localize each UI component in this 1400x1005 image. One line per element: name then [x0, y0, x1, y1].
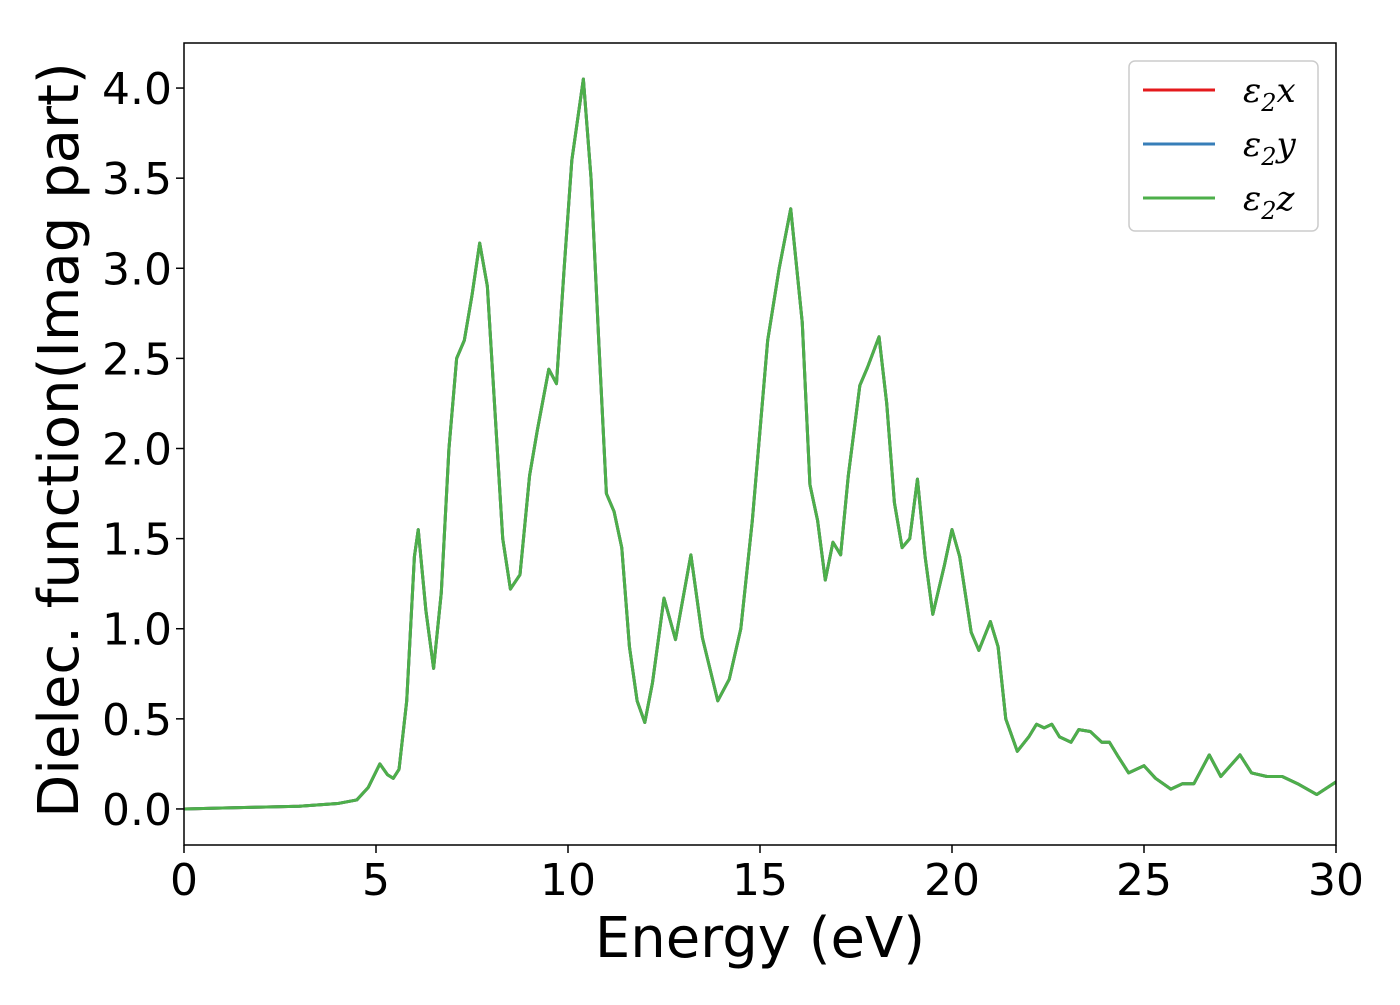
- x-tick-label: 10: [540, 855, 596, 906]
- series-line-z: [184, 77, 1336, 811]
- legend-label-z: ε2z: [1243, 179, 1296, 225]
- x-tick-label: 15: [732, 855, 788, 906]
- x-tick-label: 20: [924, 855, 980, 906]
- y-tick-label: 3.0: [102, 244, 172, 295]
- x-axis-label: Energy (eV): [595, 906, 925, 971]
- legend-label-x: ε2x: [1243, 71, 1296, 117]
- x-tick-label: 30: [1308, 855, 1364, 906]
- y-axis-label: Dielec. function(Imag part): [27, 62, 92, 818]
- y-tick-label: 3.5: [102, 154, 172, 205]
- x-axis: 0 5 10 15 20 25 30: [170, 845, 1364, 906]
- y-tick-label: 2.0: [102, 425, 172, 476]
- legend-label-y: ε2y: [1243, 125, 1297, 171]
- y-tick-label: 0.0: [102, 785, 172, 836]
- legend: ε2x ε2y ε2z: [1128, 60, 1319, 232]
- x-tick-label: 25: [1116, 855, 1172, 906]
- x-tick-label: 0: [170, 855, 198, 906]
- x-tick-label: 5: [362, 855, 390, 906]
- y-tick-label: 1.0: [102, 605, 172, 656]
- legend-frame: [1128, 60, 1319, 232]
- series-layer: [184, 77, 1336, 811]
- y-tick-label: 1.5: [102, 515, 172, 566]
- y-tick-label: 0.5: [102, 695, 172, 746]
- y-tick-label: 2.5: [102, 334, 172, 385]
- y-tick-label: 4.0: [102, 64, 172, 115]
- y-axis: 0.0 0.5 1.0 1.5 2.0 2.5 3.0 3.5 4.0: [102, 64, 184, 836]
